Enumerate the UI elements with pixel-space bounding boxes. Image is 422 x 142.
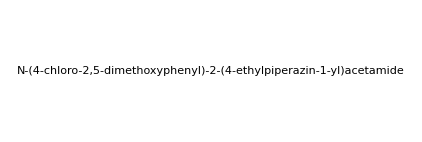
Text: N-(4-chloro-2,5-dimethoxyphenyl)-2-(4-ethylpiperazin-1-yl)acetamide: N-(4-chloro-2,5-dimethoxyphenyl)-2-(4-et… — [17, 66, 405, 76]
